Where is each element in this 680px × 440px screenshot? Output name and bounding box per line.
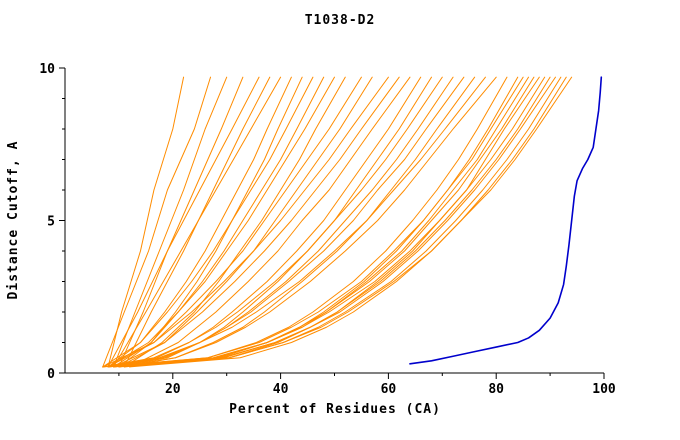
model-curve (107, 76, 292, 368)
model-curve (107, 76, 556, 368)
chart-title: T1038-D2 (305, 13, 376, 28)
tick-labels: 20 40 60 80 100 0 5 10 (39, 62, 616, 397)
x-tick-label: 80 (488, 382, 504, 397)
x-axis-label: Percent of Residues (CA) (229, 402, 441, 417)
model-curve (113, 76, 551, 368)
model-curve (107, 76, 185, 368)
model-curve (113, 76, 573, 368)
series-lines (102, 76, 603, 368)
model-curve (113, 76, 325, 368)
x-tick-label: 40 (273, 382, 289, 397)
axes (59, 67, 605, 379)
model-curve (107, 76, 535, 368)
model-curve (102, 76, 443, 368)
reference-curve (409, 76, 603, 365)
model-curve (113, 76, 530, 368)
model-curve (107, 76, 260, 368)
model-curve (102, 76, 212, 368)
model-curve (102, 76, 314, 368)
model-curve (107, 76, 335, 368)
model-curve (113, 76, 400, 368)
model-curve (102, 76, 486, 368)
model-curve (102, 76, 389, 368)
x-tick-label: 20 (165, 382, 181, 397)
model-curve (118, 76, 373, 368)
model-curve (107, 76, 362, 368)
x-tick-label: 60 (381, 382, 397, 397)
model-curve (102, 76, 546, 368)
model-curve (107, 76, 508, 368)
y-axis-label: Distance Cutoff, A (6, 141, 21, 300)
model-curve (123, 76, 476, 368)
model-curve (113, 76, 282, 368)
y-tick-label: 0 (47, 367, 55, 382)
model-curve (113, 76, 228, 368)
model-curve (129, 76, 411, 368)
model-curve (118, 76, 244, 368)
model-curve (123, 76, 540, 368)
model-curve (118, 76, 497, 368)
model-curve (123, 76, 346, 368)
model-curve (107, 76, 465, 368)
model-curve (113, 76, 454, 368)
y-tick-label: 10 (39, 62, 55, 77)
y-tick-label: 5 (47, 215, 55, 230)
x-tick-label: 100 (592, 382, 616, 397)
model-curve (102, 76, 524, 368)
model-curve (129, 76, 567, 368)
